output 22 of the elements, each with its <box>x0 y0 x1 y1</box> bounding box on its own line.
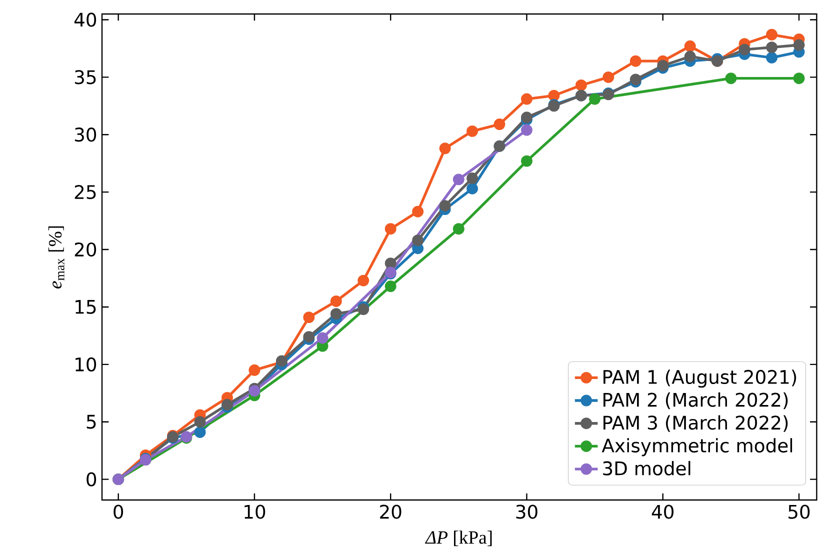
y-tick-label: 25 <box>74 185 96 200</box>
x-tick-label: 50 <box>788 504 810 519</box>
x-tick-label: 30 <box>516 504 538 519</box>
x-tick-label: 40 <box>652 504 674 519</box>
y-tick-label: 40 <box>74 12 96 27</box>
y-tick-label: 0 <box>86 472 96 486</box>
x-tick-label: 10 <box>244 504 266 519</box>
y-axis-title: e$_{max}$ [%] <box>48 226 64 288</box>
y-tick-label: 10 <box>76 357 96 372</box>
legend-label: PAM 2 (March 2022) <box>604 392 788 410</box>
y-tick-label: 35 <box>74 70 96 84</box>
x-axis-title: ΔP [kPa] <box>424 530 492 546</box>
legend-label: PAM 3 (March 2022) <box>604 415 788 432</box>
y-tick-label: 15 <box>76 300 96 314</box>
legend-label: PAM 1 (August 2021) <box>604 370 796 388</box>
legend-label: Axisymmetric model <box>602 438 792 456</box>
x-tick-label: 20 <box>380 504 402 519</box>
x-tick-label: 0 <box>114 504 124 519</box>
y-tick-label: 20 <box>74 242 96 257</box>
y-tick-label: 5 <box>86 414 96 429</box>
legend-label: 3D model <box>603 460 690 476</box>
y-tick-label: 30 <box>74 128 96 142</box>
